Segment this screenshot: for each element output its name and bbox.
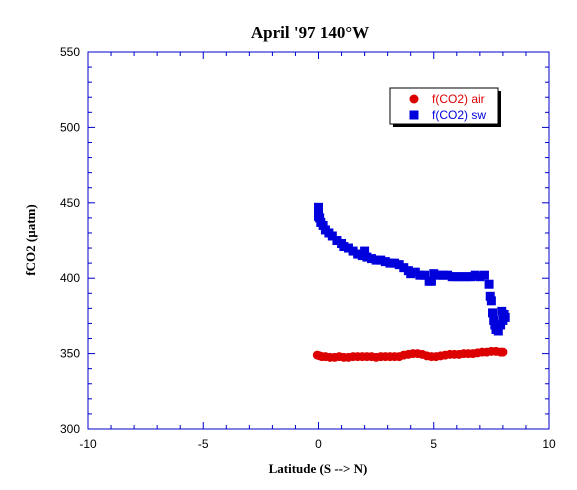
data-point-sw [327,231,337,241]
data-point-sw [470,270,480,280]
y-tick-label: 300 [60,422,80,436]
data-point-sw [489,315,499,325]
y-tick-label: 550 [60,45,80,59]
y-tick-label: 400 [60,271,80,285]
data-point-sw [484,279,494,289]
data-point-sw [385,258,395,268]
data-point-sw [466,272,476,282]
legend: f(CO2) air f(CO2) sw [389,87,501,127]
data-point-sw [314,202,323,212]
legend-box [389,87,499,125]
axis-ticks [87,51,550,430]
chart-title: April '97 140°W [251,23,369,42]
data-point-air [498,347,508,357]
x-tick-label: -5 [198,437,209,451]
data-point-sw [426,276,436,286]
tick-labels: -10 -5 0 5 10 300 350 400 450 500 550 [60,45,556,451]
data-point-sw [488,308,498,318]
data-point-sw [399,263,409,273]
legend-label-sw: f(CO2) sw [432,108,486,122]
series-air [312,346,508,362]
data-point-sw [371,255,381,265]
data-point-sw [497,306,507,316]
data-point-sw [353,249,363,259]
data-point-sw [410,267,420,277]
legend-marker-sw [409,110,419,120]
legend-marker-air [409,94,419,104]
data-point-sw [433,270,443,280]
x-tick-label: 0 [315,437,322,451]
data-point-sw [394,260,404,270]
data-point-sw [493,326,503,336]
y-tick-label: 450 [60,196,80,210]
data-point-sw [357,251,367,261]
data-point-sw [348,246,358,256]
series-layer [312,202,510,362]
data-point-sw [360,246,370,256]
data-point-sw [376,255,386,265]
data-point-sw [314,207,323,217]
data-point-sw [438,270,448,280]
data-point-sw [452,272,462,282]
series-sw [314,202,510,336]
x-tick-label: 5 [430,437,437,451]
y-axis-label: fCO2 (µatm) [23,204,38,275]
data-point-sw [456,272,466,282]
data-point-sw [486,296,496,306]
data-point-sw [406,269,416,279]
x-tick-label: 10 [542,437,556,451]
data-point-sw [415,270,425,280]
y-tick-label: 350 [60,347,80,361]
data-point-sw [315,213,325,223]
data-point-sw [479,270,489,280]
data-point-sw [490,320,500,330]
x-tick-label: -10 [79,437,97,451]
data-point-sw [343,243,353,253]
data-point-sw [318,220,328,230]
data-point-sw [443,270,453,280]
data-point-sw [475,272,485,282]
legend-label-air: f(CO2) air [432,92,485,106]
data-point-sw [339,242,349,252]
data-point-sw [485,291,495,301]
data-point-sw [390,258,400,268]
data-point-sw [380,257,390,267]
data-point-sw [332,236,342,245]
y-tick-label: 500 [60,120,80,134]
data-point-sw [429,269,439,279]
data-point-sw [362,252,372,262]
data-point-sw [496,320,506,330]
x-axis-label: Latitude (S --> N) [269,461,368,476]
data-point-sw [367,254,377,264]
data-point-sw [500,312,510,322]
data-point-sw [420,270,430,280]
data-point-sw [447,272,457,282]
data-point-sw [461,272,471,282]
